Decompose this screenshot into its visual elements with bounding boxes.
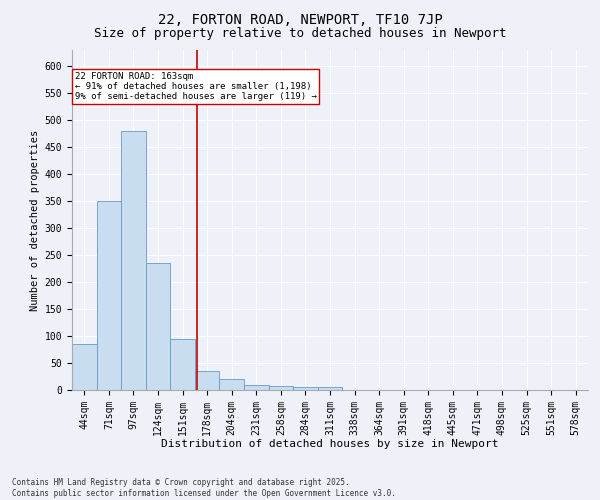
Bar <box>121 131 146 390</box>
Bar <box>170 338 195 390</box>
Bar <box>318 388 342 390</box>
Bar <box>220 379 244 390</box>
Text: Contains HM Land Registry data © Crown copyright and database right 2025.
Contai: Contains HM Land Registry data © Crown c… <box>12 478 396 498</box>
Bar <box>269 386 293 390</box>
Bar <box>293 388 318 390</box>
X-axis label: Distribution of detached houses by size in Newport: Distribution of detached houses by size … <box>161 439 499 449</box>
Bar <box>195 371 220 390</box>
Bar <box>146 263 170 390</box>
Y-axis label: Number of detached properties: Number of detached properties <box>31 130 40 310</box>
Bar <box>72 344 97 390</box>
Bar <box>97 201 121 390</box>
Text: 22, FORTON ROAD, NEWPORT, TF10 7JP: 22, FORTON ROAD, NEWPORT, TF10 7JP <box>158 12 442 26</box>
Text: Size of property relative to detached houses in Newport: Size of property relative to detached ho… <box>94 28 506 40</box>
Text: 22 FORTON ROAD: 163sqm
← 91% of detached houses are smaller (1,198)
9% of semi-d: 22 FORTON ROAD: 163sqm ← 91% of detached… <box>74 72 316 102</box>
Bar <box>244 384 269 390</box>
